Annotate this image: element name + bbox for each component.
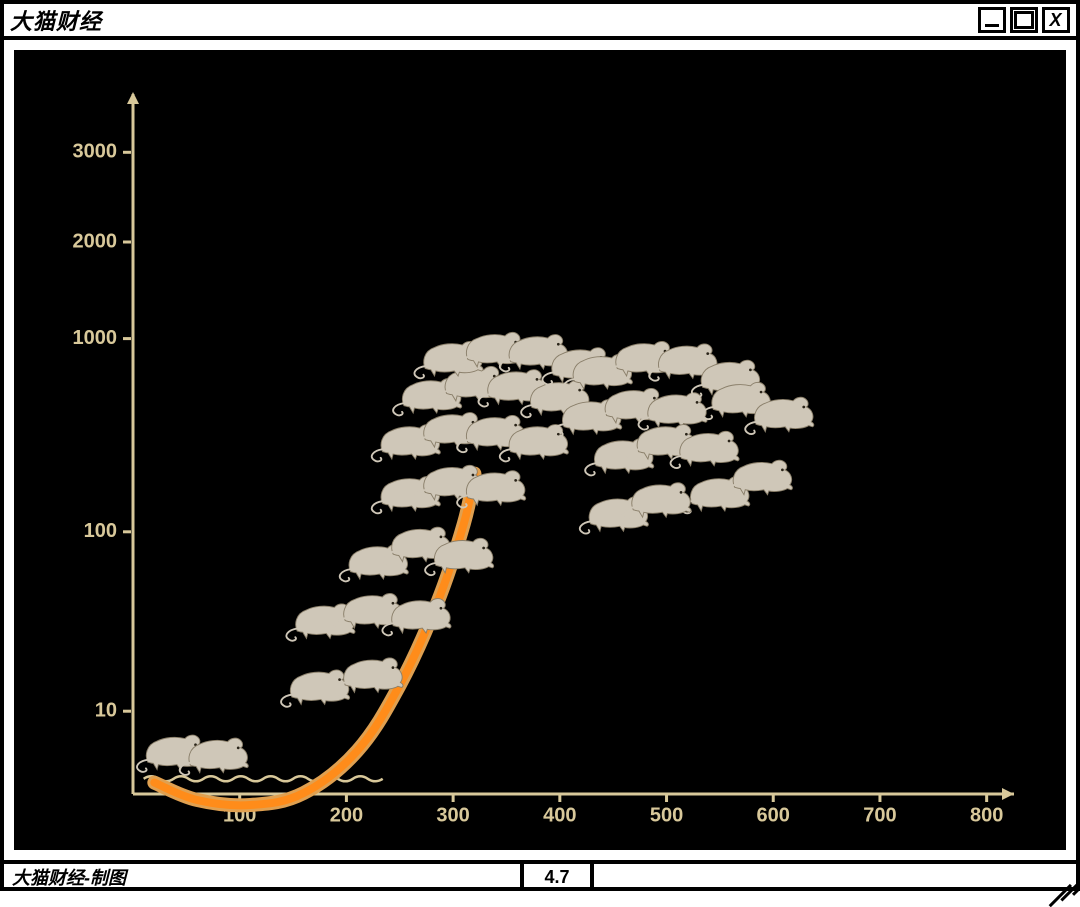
status-credit: 大猫财经-制图 (4, 864, 524, 890)
statusbar: 大猫财经-制图 4.7 (4, 860, 1076, 890)
status-number: 4.7 (524, 864, 594, 890)
svg-text:500: 500 (650, 804, 683, 826)
svg-text:300: 300 (436, 804, 469, 826)
chart-frame: 1010010002000300010020030040050060070080… (14, 50, 1066, 850)
svg-text:200: 200 (330, 804, 363, 826)
maximize-button[interactable] (1010, 7, 1038, 33)
status-fill (594, 864, 1076, 890)
svg-text:1000: 1000 (73, 327, 118, 349)
titlebar: 大猫财经 X (4, 4, 1076, 40)
svg-text:400: 400 (543, 804, 576, 826)
resize-grip-icon[interactable] (1046, 862, 1072, 888)
svg-text:2000: 2000 (73, 230, 118, 252)
svg-text:10: 10 (95, 699, 117, 721)
window-title: 大猫财经 (10, 4, 978, 36)
svg-text:600: 600 (757, 804, 790, 826)
content-area: 1010010002000300010020030040050060070080… (4, 40, 1076, 860)
svg-text:800: 800 (970, 804, 1003, 826)
close-button[interactable]: X (1042, 7, 1070, 33)
window-buttons: X (978, 7, 1070, 33)
minimize-button[interactable] (978, 7, 1006, 33)
svg-text:3000: 3000 (73, 141, 118, 163)
app-window: 大猫财经 X 101001000200030001002003004005006… (0, 0, 1080, 891)
growth-chart: 1010010002000300010020030040050060070080… (18, 54, 1062, 846)
svg-text:700: 700 (863, 804, 896, 826)
svg-text:100: 100 (84, 520, 117, 542)
